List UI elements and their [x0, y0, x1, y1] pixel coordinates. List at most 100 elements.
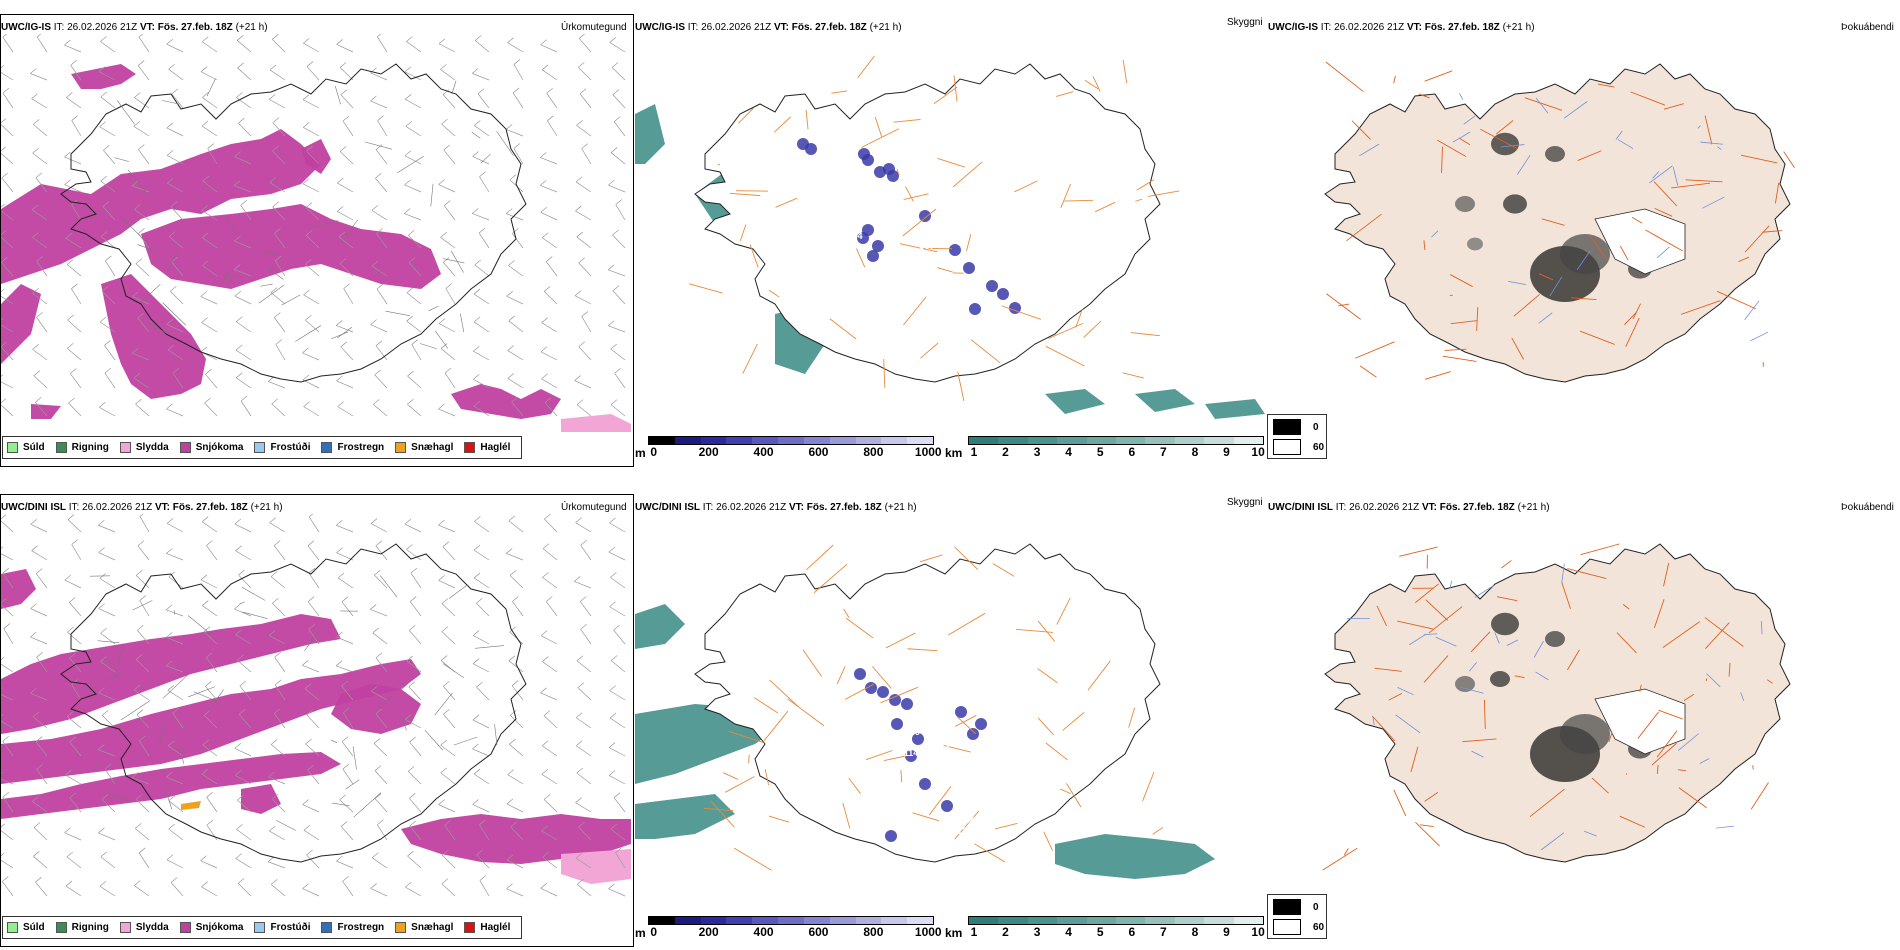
legend-label: Slydda	[135, 442, 169, 453]
cloudbase-label: 315	[822, 234, 837, 244]
legend-swatch	[395, 922, 407, 933]
cloudbase-label: 894	[765, 226, 780, 236]
colorbar-cell	[1233, 917, 1264, 924]
cloudbase-label: 155	[913, 258, 928, 268]
colorbar-ticks: 1 2 3 4 5 6 7 8 9 10	[968, 445, 1265, 459]
cloudbase-label: 383	[857, 721, 872, 731]
colorbar-tick: 4	[1065, 445, 1072, 459]
legend-label: Súld	[23, 922, 45, 933]
cloudbase-label: 272	[934, 742, 949, 752]
roads	[1325, 61, 1795, 380]
cloudbase-unit-row2: m	[635, 926, 646, 940]
cloudbase-label: 223	[832, 201, 847, 211]
colorbar-tick: 3	[1033, 925, 1041, 939]
fog-legend-row: 60	[1273, 919, 1324, 935]
colorbar-tick: 10	[1251, 445, 1265, 459]
legend-item-haglél: Haglél	[464, 922, 510, 933]
colorbar-tick: 1	[970, 925, 978, 939]
cloudbase-unit-row1: m	[635, 446, 646, 460]
fog-index-field	[1455, 612, 1686, 782]
fog-legend-value: 60	[1313, 441, 1325, 453]
valid-time-prefix: VT:	[1421, 502, 1437, 513]
colorbar-strip	[648, 916, 934, 925]
legend-swatch	[254, 922, 266, 933]
colorbar-cell	[907, 437, 933, 444]
legend-item-snæhagl: Snæhagl	[395, 922, 453, 933]
visibility-title-row1: Skyggni	[1227, 17, 1263, 28]
legend-swatch	[55, 922, 67, 933]
rivers	[1347, 563, 1763, 851]
valid-time: Fös. 27.feb. 18Z	[172, 502, 248, 513]
init-time: IT: 26.02.2026 21Z	[702, 502, 787, 513]
legend-item-frostregn: Frostregn	[321, 922, 384, 933]
fog-legend-swatch	[1273, 899, 1301, 915]
colorbar-tick: 600	[808, 925, 829, 939]
colorbar-tick: 1	[970, 445, 978, 459]
rivers	[1359, 93, 1769, 342]
valid-time-prefix: VT:	[139, 22, 155, 33]
legend-label: Rigning	[71, 922, 109, 933]
legend-item-snjókoma: Snjókoma	[179, 922, 243, 933]
cloudbase-spots	[797, 138, 1021, 315]
legend-item-frostregn: Frostregn	[321, 442, 384, 453]
cloudbase-label: 114	[904, 748, 919, 758]
legend-label: Rigning	[71, 442, 109, 453]
legend-swatch	[55, 442, 67, 453]
legend-label: Frostúði	[270, 442, 311, 453]
legend-label: Frostregn	[337, 922, 385, 933]
legend-label: Snæhagl	[411, 922, 454, 933]
colorbar-cell	[881, 917, 908, 924]
colorbar-cell	[649, 437, 675, 444]
init-time: IT: 26.02.2026 21Z	[687, 22, 772, 33]
init-time: IT: 26.02.2026 21Z	[68, 502, 153, 513]
cloudbase-label: 229	[987, 250, 1002, 260]
wind-barbs	[1, 34, 626, 417]
visibility-unit-row1: km	[945, 446, 963, 460]
legend-swatch	[119, 922, 131, 933]
fog-legend-row: 0	[1273, 419, 1319, 435]
fog-map-row1	[1324, 61, 1795, 383]
fog-legend-swatch	[1273, 919, 1301, 935]
precip-type-panel-row1: UWC/IG-IS IT: 26.02.2026 21Z VT: Fös. 27…	[0, 0, 635, 470]
colorbar-ticks: 1 2 3 4 5 6 7 8 9 10	[968, 925, 1265, 939]
colorbar-tick: 1000	[914, 445, 942, 459]
colorbar-cell	[1174, 437, 1205, 444]
cloudbase-label: 214	[927, 192, 942, 202]
colorbar-tick: 4	[1065, 925, 1072, 939]
colorbar-cell	[969, 917, 999, 924]
legend-swatch	[179, 442, 191, 453]
colorbar-cell	[907, 917, 933, 924]
cloudbase-label: 204	[847, 231, 862, 241]
model-name: UWC/IG-IS	[1268, 22, 1318, 33]
colorbar-tick: 200	[698, 445, 719, 459]
wind-barbs	[1, 514, 626, 897]
model-name: UWC/DINI ISL	[635, 502, 700, 513]
roads	[704, 544, 1164, 871]
lead-time: (+21 h)	[1517, 502, 1550, 513]
roads	[114, 78, 514, 350]
colorbar-cell	[998, 437, 1028, 444]
colorbar-tick: 0	[650, 925, 658, 939]
fog-panel-row2: UWC/DINI ISL IT: 26.02.2026 21Z VT: Fös.…	[1265, 480, 1900, 950]
fog-index-legend-row1: 0 60	[1267, 414, 1327, 459]
fog-legend-value: 0	[1313, 421, 1319, 433]
colorbar-cell	[803, 917, 830, 924]
cloudbase-spots	[854, 668, 987, 842]
visibility-colorbar-row1: 1 2 3 4 5 6 7 8 9 10	[968, 436, 1265, 459]
panel-header-row1-cloud: UWC/IG-IS IT: 26.02.2026 21Z VT: Fös. 27…	[635, 22, 902, 33]
colorbar-cell	[1116, 917, 1146, 924]
colorbar-tick: 200	[698, 925, 719, 939]
legend-label: Slydda	[135, 922, 169, 933]
colorbar-cell	[1027, 917, 1058, 924]
cloudbase-label: 171	[859, 178, 874, 188]
colorbar-cell	[752, 437, 779, 444]
cloudbase-label: 163	[855, 166, 870, 176]
cloudbase-panel-row2: UWC/DINI ISL IT: 26.02.2026 21Z VT: Fös.…	[635, 480, 1265, 950]
precip-map-row2	[1, 514, 631, 897]
colorbar-cell	[881, 437, 908, 444]
legend-swatch	[7, 922, 18, 933]
valid-time: Fös. 27.feb. 18Z	[1439, 502, 1515, 513]
colorbar-cell	[1174, 917, 1205, 924]
cloudbase-label: 985	[1012, 400, 1027, 410]
